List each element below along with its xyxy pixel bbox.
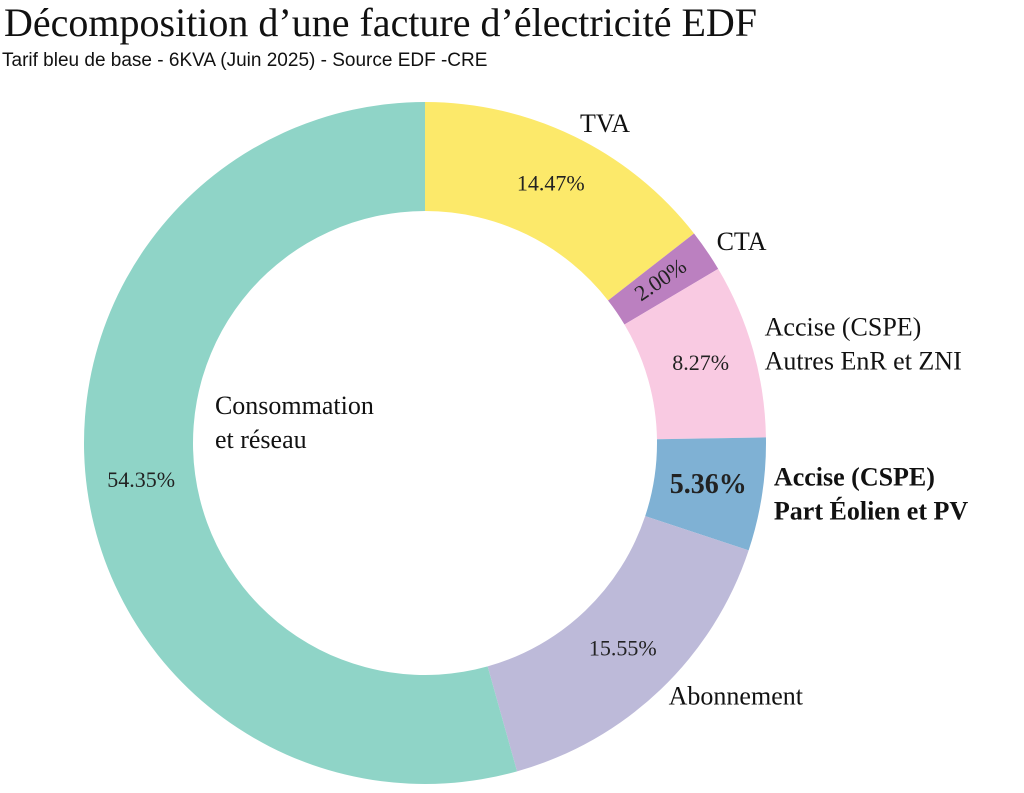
- chart-subtitle: Tarif bleu de base - 6KVA (Juin 2025) - …: [2, 50, 487, 71]
- category-label: Abonnement: [669, 681, 804, 710]
- category-label: Accise (CSPE): [774, 462, 935, 491]
- donut-segment: [608, 233, 719, 325]
- donut-segment: [83, 102, 518, 785]
- donut-segment: [425, 102, 695, 301]
- value-label: 8.27%: [672, 350, 729, 375]
- category-label: Accise (CSPE): [765, 313, 922, 342]
- donut-segment: [645, 437, 766, 551]
- chart-title: Décomposition d’une facture d’électricit…: [4, 0, 757, 45]
- donut-segment: [487, 516, 749, 772]
- value-label: 14.47%: [517, 171, 585, 196]
- category-label: TVA: [580, 109, 630, 138]
- value-label: 5.36%: [670, 469, 747, 500]
- value-label: 54.35%: [107, 467, 175, 492]
- category-label: Part Éolien et PV: [774, 496, 968, 525]
- donut-segment: [624, 268, 766, 440]
- category-label: CTA: [717, 227, 767, 256]
- value-label: 15.55%: [589, 635, 657, 660]
- category-label: Consommation: [215, 391, 374, 420]
- category-label: et réseau: [215, 425, 307, 454]
- category-label: Autres EnR et ZNI: [765, 347, 962, 376]
